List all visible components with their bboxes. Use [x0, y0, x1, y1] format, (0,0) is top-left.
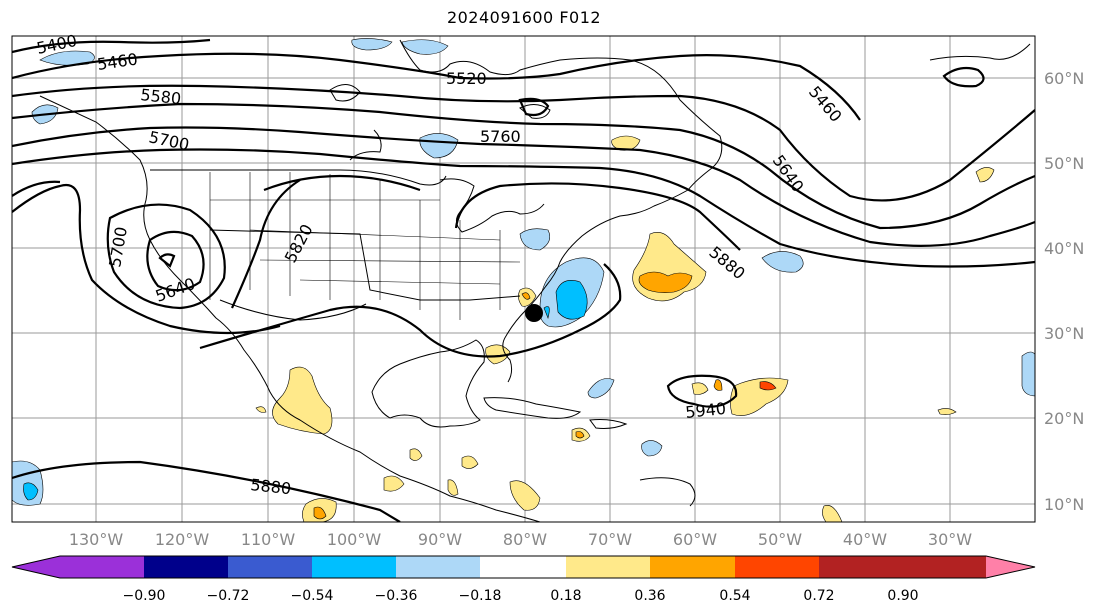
- graticule: [12, 36, 1035, 522]
- colorbar-extend-max: [986, 556, 1035, 578]
- lon-tick-label: 110°W: [241, 530, 296, 549]
- colorbar-extend-min: [12, 556, 60, 578]
- lon-tick-label: 100°W: [327, 530, 382, 549]
- map-frame: [11, 35, 1036, 523]
- lon-tick-label: 70°W: [588, 530, 632, 549]
- lon-tick-label: 60°W: [673, 530, 717, 549]
- colorbar-segment: [819, 556, 903, 578]
- lon-tick-label: 120°W: [155, 530, 210, 549]
- colorbar-segment: [396, 556, 480, 578]
- lat-tick-labels: 60°N 50°N 40°N 30°N 20°N 10°N: [1044, 69, 1084, 514]
- lon-tick-label: 80°W: [503, 530, 547, 549]
- storm-center-marker: [525, 304, 543, 322]
- lon-tick-label: 130°W: [69, 530, 124, 549]
- lon-tick-labels: 130°W 120°W 110°W 100°W 90°W 80°W 70°W 6…: [69, 530, 972, 549]
- contour-label: 5880: [250, 475, 292, 498]
- colorbar-label: 0.36: [634, 588, 665, 604]
- lon-tick-label: 30°W: [928, 530, 972, 549]
- colorbar-label: 0.90: [887, 588, 918, 604]
- height-contours: [12, 38, 1035, 522]
- contour-label: 5520: [446, 69, 487, 88]
- colorbar-label: 0.54: [719, 588, 750, 604]
- state-borders: [209, 172, 521, 320]
- colorbar-label: 0.72: [803, 588, 834, 604]
- lat-tick-label: 40°N: [1044, 239, 1084, 258]
- colorbar-label: −0.54: [291, 588, 334, 604]
- map-title: 2024091600 F012: [446, 8, 602, 27]
- colorbar-label: −0.36: [375, 588, 418, 604]
- colorbar-segment: [144, 556, 228, 578]
- contour-label: 5760: [480, 127, 521, 146]
- lat-tick-label: 10°N: [1044, 495, 1084, 514]
- colorbar-label: −0.72: [207, 588, 250, 604]
- contour-label: 5580: [140, 85, 182, 108]
- colorbar-segment: [650, 556, 735, 578]
- lat-tick-label: 50°N: [1044, 154, 1084, 173]
- colorbar-labels: −0.90 −0.72 −0.54 −0.36 −0.18 0.18 0.36 …: [123, 588, 919, 604]
- colorbar-label: −0.18: [459, 588, 502, 604]
- lat-tick-label: 20°N: [1044, 409, 1084, 428]
- lon-tick-label: 50°W: [758, 530, 802, 549]
- colorbar-segment: [735, 556, 819, 578]
- lon-tick-label: 90°W: [418, 530, 462, 549]
- colorbar-segment: [566, 556, 650, 578]
- anomaly-shading: [12, 38, 1035, 522]
- colorbar-outline: [11, 555, 1036, 579]
- contour-label: 5940: [684, 399, 726, 422]
- colorbar-label: −0.90: [123, 588, 166, 604]
- colorbar: [11, 555, 1036, 579]
- lat-tick-label: 30°N: [1044, 324, 1084, 343]
- colorbar-segment: [903, 556, 986, 578]
- colorbar-segment: [228, 556, 312, 578]
- colorbar-segment: [480, 556, 566, 578]
- lon-tick-label: 40°W: [843, 530, 887, 549]
- colorbar-segment: [60, 556, 144, 578]
- colorbar-segment: [312, 556, 396, 578]
- colorbar-label: 0.18: [550, 588, 581, 604]
- lat-tick-label: 60°N: [1044, 69, 1084, 88]
